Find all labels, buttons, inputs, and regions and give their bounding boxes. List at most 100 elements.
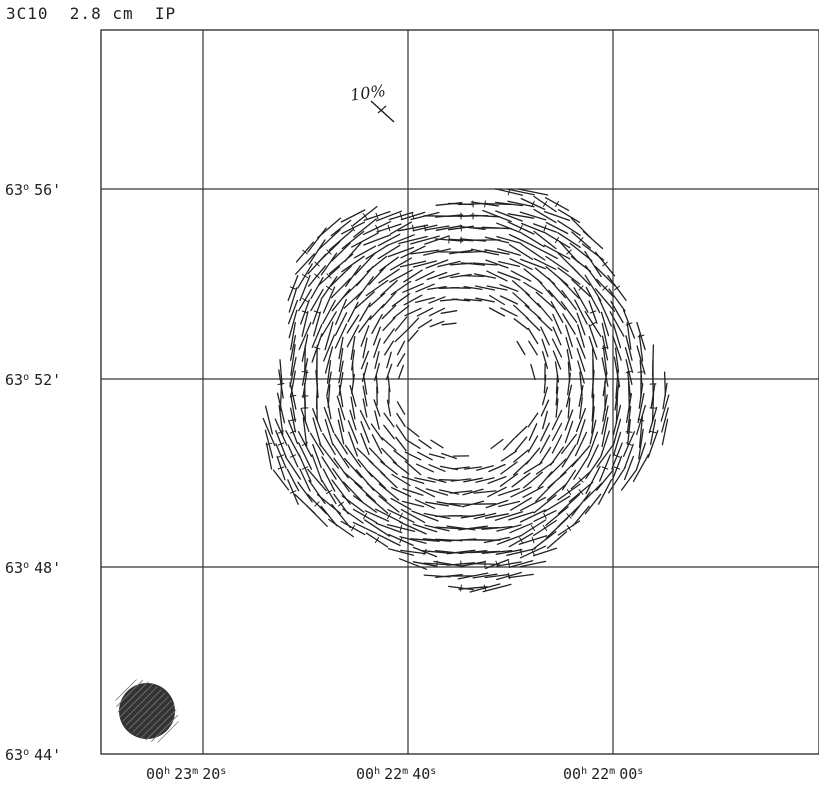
polarization-vector [610, 300, 624, 324]
polarization-vector [511, 472, 531, 488]
polarization-vector [425, 488, 449, 496]
polarization-vector [350, 396, 356, 420]
beam-hatch-line [128, 692, 166, 730]
polarization-vector [288, 287, 298, 313]
dec-label: 63o 56' [5, 181, 61, 199]
polarization-vector [297, 481, 313, 503]
polarization-vector [428, 464, 446, 472]
polarization-vector [341, 230, 365, 250]
polarization-vector [571, 445, 591, 467]
polarization-vector [648, 406, 658, 434]
vector-error-tick [601, 466, 609, 470]
vector-error-tick [325, 489, 333, 495]
polarization-vector [332, 467, 350, 493]
polarization-vector [535, 461, 555, 475]
polarization-vector [576, 419, 586, 445]
vector-error-tick [423, 548, 427, 556]
polarization-vector [565, 336, 573, 360]
polarization-vector [521, 222, 545, 234]
vector-error-tick [602, 285, 608, 291]
polarization-vector [272, 469, 290, 491]
polarization-vector [353, 218, 377, 238]
polarization-vector [508, 560, 534, 568]
polarization-vector [579, 397, 583, 419]
polarization-vector [390, 280, 412, 296]
polarization-vector [577, 324, 585, 348]
polarization-vector [545, 221, 569, 235]
polarization-vector [620, 469, 638, 491]
polarization-vector [367, 471, 387, 489]
polarization-vector [461, 274, 485, 278]
dec-label: 63o 44' [5, 746, 61, 764]
polarization-vector [380, 460, 398, 476]
polarization-vector [425, 501, 449, 507]
polarization-vector [614, 347, 620, 373]
polarization-vector [574, 431, 588, 457]
polarization-vector [387, 246, 415, 258]
polarization-vector [508, 244, 534, 260]
polarization-vector [537, 302, 553, 322]
polarization-vector [430, 439, 444, 449]
polarization-vector [428, 307, 446, 317]
polarization-vector [403, 294, 423, 306]
polarization-vector [393, 450, 409, 462]
polarization-vector [348, 431, 358, 457]
polarization-vector [531, 244, 559, 260]
polarization-vector [286, 468, 300, 492]
beam-hatch-line [145, 709, 177, 741]
polarization-vector [381, 291, 397, 309]
polarization-vector [552, 326, 562, 346]
polarization-vector [307, 227, 327, 253]
polarization-vector [323, 406, 335, 434]
polarization-vector [334, 433, 348, 455]
polarization-vector [457, 572, 489, 580]
polarization-vector [555, 386, 559, 406]
vector-error-tick [301, 298, 309, 302]
ra-axis-labels: 00h 23m 20s 00h 22m 40s 00h 22m 00s [146, 765, 643, 783]
vector-error-tick [326, 285, 332, 291]
polarization-vector [600, 311, 610, 337]
polarization-vector [319, 443, 339, 469]
polarization-vector [615, 392, 619, 424]
vector-error-tick [519, 224, 523, 232]
polarization-vector [484, 513, 510, 519]
polarization-vector [360, 350, 370, 370]
polarization-vector [381, 437, 397, 451]
polarization-vector [498, 487, 520, 497]
polarization-vector [424, 524, 450, 532]
polarization-vector [598, 297, 612, 327]
polarization-vector [638, 428, 644, 460]
polarization-vector [638, 416, 644, 448]
polarization-vector [584, 250, 602, 278]
vector-error-tick [578, 237, 584, 243]
vector-error-tick [590, 321, 596, 327]
polarization-vector [441, 452, 457, 460]
polarization-vector [399, 521, 427, 535]
polarization-vector [533, 208, 557, 224]
vector-error-tick [566, 525, 572, 531]
polarization-vector [312, 417, 322, 447]
polarization-vector [320, 252, 338, 276]
vector-error-tick [351, 524, 355, 532]
polarization-vector [555, 398, 559, 418]
polarization-vector [503, 437, 515, 451]
polarization-vector [262, 417, 276, 447]
polarization-vector [661, 418, 669, 446]
polarization-vector [561, 444, 577, 468]
polarization-vector [300, 407, 310, 433]
polarization-vector [394, 329, 408, 343]
polarization-vector [421, 550, 453, 554]
polarization-vector [364, 510, 390, 522]
polarization-vector [626, 405, 632, 435]
polarization-vector [403, 269, 423, 283]
polarization-vector [362, 398, 368, 418]
polarization-vector [661, 407, 669, 433]
vector-error-tick [362, 213, 368, 219]
polarization-vector [572, 505, 590, 527]
polarization-vector [460, 262, 486, 266]
polarization-vector [322, 468, 336, 492]
polarization-vector [324, 346, 334, 374]
polarization-vector [377, 533, 401, 547]
polarization-vector [601, 322, 609, 350]
